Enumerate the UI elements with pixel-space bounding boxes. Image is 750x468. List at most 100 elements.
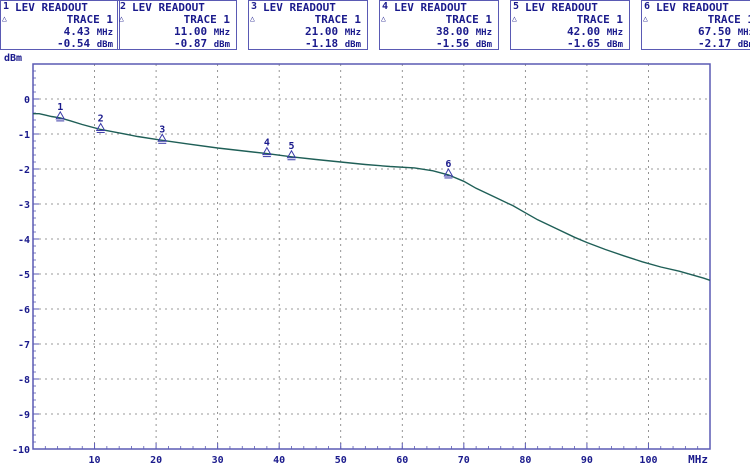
readout-frequency: 67.50 MHz bbox=[698, 25, 750, 40]
plot-frame bbox=[32, 63, 711, 450]
readout-frequency-unit: MHz bbox=[96, 28, 113, 38]
readout-title: LEV READOUT bbox=[394, 1, 467, 14]
readout-frequency: 42.00 MHz bbox=[566, 25, 623, 40]
marker-readout-1: 1 △ LEV READOUT TRACE 1 4.43 MHz -0.54 dBm bbox=[0, 0, 120, 50]
marker-label: 6 bbox=[445, 159, 451, 170]
readout-trace: TRACE 1 bbox=[314, 13, 361, 26]
marker-label: 2 bbox=[98, 113, 104, 124]
readout-frequency-value: 42.00 bbox=[566, 25, 601, 38]
x-tick-label: 40 bbox=[273, 455, 285, 466]
readout-index: 4 bbox=[382, 1, 389, 12]
trace-1-line bbox=[33, 113, 711, 281]
y-tick-label: -7 bbox=[18, 340, 30, 351]
readout-index: 3 bbox=[251, 1, 258, 12]
y-tick-label: -9 bbox=[18, 410, 30, 421]
marker-triangle-icon: △ bbox=[2, 14, 7, 23]
readout-level: -2.17 dBm bbox=[697, 37, 750, 52]
marker-triangle-icon: △ bbox=[119, 14, 124, 23]
y-tick-label: -5 bbox=[18, 270, 30, 281]
y-tick-label: -8 bbox=[18, 375, 30, 386]
readout-trace: TRACE 1 bbox=[707, 13, 750, 26]
readout-frequency-value: 21.00 bbox=[304, 25, 339, 38]
y-tick-label: -3 bbox=[18, 200, 30, 211]
readout-frequency: 21.00 MHz bbox=[304, 25, 361, 40]
chart-grid bbox=[33, 64, 710, 449]
readout-title: LEV READOUT bbox=[656, 1, 729, 14]
readout-level: -1.65 dBm bbox=[566, 37, 623, 52]
x-tick-label: 20 bbox=[150, 455, 162, 466]
x-tick-label: 90 bbox=[581, 455, 593, 466]
readout-level-unit: dBm bbox=[737, 40, 750, 50]
readout-frequency-value: 4.43 bbox=[63, 25, 91, 38]
readout-trace: TRACE 1 bbox=[183, 13, 230, 26]
marker-readout-5: 5 △ LEV READOUT TRACE 1 42.00 MHz -1.65 dBm bbox=[510, 0, 630, 50]
marker-label: 4 bbox=[264, 138, 270, 149]
y-tick-label: -6 bbox=[18, 305, 30, 316]
x-tick-label: 50 bbox=[335, 455, 347, 466]
readout-level: -0.87 dBm bbox=[173, 37, 230, 52]
trace-markers: 1 2 3 4 5 6 bbox=[55, 102, 454, 179]
marker-triangle-icon: △ bbox=[643, 14, 648, 23]
readout-frequency: 11.00 MHz bbox=[174, 25, 230, 40]
marker-triangle-icon bbox=[262, 146, 272, 156]
readout-frequency-value: 38.00 bbox=[435, 25, 470, 38]
y-tick-label: -10 bbox=[12, 445, 30, 456]
readout-level-unit: dBm bbox=[344, 40, 361, 50]
readout-index: 5 bbox=[513, 1, 520, 12]
x-axis-unit: MHz bbox=[688, 453, 708, 466]
marker-triangle-icon bbox=[157, 133, 168, 142]
marker-triangle-icon: △ bbox=[250, 14, 255, 23]
readout-index: 2 bbox=[120, 1, 127, 12]
marker-triangle-icon: △ bbox=[512, 14, 517, 23]
spectrum-chart: 0 -1 -2 -3 -4 -5 -6 -7 -8 -9 -10 10 20 30 40 50 60 70 80 9… bbox=[4, 53, 711, 466]
marker-label: 5 bbox=[288, 141, 294, 152]
marker-triangle-icon bbox=[95, 122, 106, 131]
readout-trace: TRACE 1 bbox=[66, 13, 113, 26]
readout-frequency-unit: MHz bbox=[737, 28, 750, 38]
x-tick-label: 70 bbox=[458, 455, 470, 466]
readout-level: -1.56 dBm bbox=[436, 37, 492, 52]
readout-title: LEV READOUT bbox=[15, 1, 88, 14]
readout-frequency: 4.43 MHz bbox=[63, 25, 113, 40]
marker-label: 3 bbox=[159, 124, 165, 135]
readout-title: LEV READOUT bbox=[525, 1, 598, 14]
y-tick-label: -4 bbox=[18, 235, 30, 246]
y-tick-label: 0 bbox=[24, 95, 30, 106]
marker-triangle-icon bbox=[443, 167, 454, 177]
trace-marker-2: 2 bbox=[95, 113, 106, 133]
readout-level-unit: dBm bbox=[213, 40, 230, 50]
readout-level-unit: dBm bbox=[475, 40, 492, 50]
readout-title: LEV READOUT bbox=[263, 1, 336, 14]
readout-level: -1.18 dBm bbox=[304, 37, 361, 52]
readout-level-value: -1.65 bbox=[566, 37, 601, 50]
readout-level-value: -2.17 bbox=[697, 37, 732, 50]
x-tick-label: 80 bbox=[519, 455, 531, 466]
readout-level-value: -1.18 bbox=[304, 37, 339, 50]
marker-triangle-icon: △ bbox=[381, 14, 386, 23]
trace-marker-6: 6 bbox=[443, 159, 454, 179]
y-tick-label: -2 bbox=[18, 165, 30, 176]
marker-readout-3: 3 △ LEV READOUT TRACE 1 21.00 MHz -1.18 dBm bbox=[248, 0, 368, 50]
readout-frequency: 38.00 MHz bbox=[435, 25, 492, 40]
marker-label: 1 bbox=[57, 102, 63, 113]
readout-level-value: -0.87 bbox=[173, 37, 208, 50]
marker-readout-4: 4 △ LEV READOUT TRACE 1 38.00 MHz -1.56 dBm bbox=[379, 0, 499, 50]
readout-trace: TRACE 1 bbox=[445, 13, 492, 26]
axis-ticks bbox=[33, 63, 699, 450]
marker-readout-bar: 1 △ LEV READOUT TRACE 1 4.43 MHz -0.54 dBm 2 △ L… bbox=[0, 0, 750, 52]
readout-frequency-unit: MHz bbox=[213, 28, 230, 38]
readout-index: 1 bbox=[3, 1, 10, 12]
y-tick-label: -1 bbox=[18, 130, 30, 141]
readout-title: LEV READOUT bbox=[132, 1, 205, 14]
x-tick-label: 30 bbox=[212, 455, 224, 466]
readout-trace: TRACE 1 bbox=[576, 13, 623, 26]
x-axis-tick-labels: 10 20 30 40 50 60 70 80 90 100 bbox=[89, 455, 658, 466]
marker-triangle-icon bbox=[55, 110, 66, 120]
marker-readout-2: 2 △ LEV READOUT TRACE 1 11.00 MHz -0.87 dBm bbox=[117, 0, 237, 50]
trace-marker-3: 3 bbox=[157, 124, 168, 144]
x-tick-label: 10 bbox=[89, 455, 101, 466]
x-tick-label: 60 bbox=[396, 455, 408, 466]
trace-marker-4: 4 bbox=[262, 138, 272, 158]
y-axis-label: dBm bbox=[4, 53, 22, 64]
